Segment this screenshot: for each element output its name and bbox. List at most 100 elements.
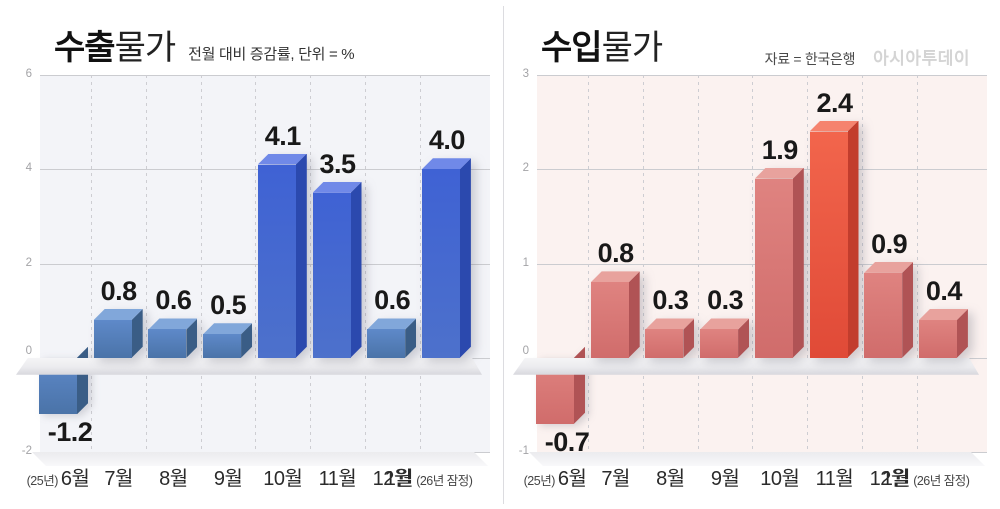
gridline xyxy=(40,75,490,76)
y-axis-tick-label: 2 xyxy=(25,256,32,269)
column-separator-dashed-line xyxy=(752,75,754,452)
bar-top-face xyxy=(809,120,859,132)
bar-top-face xyxy=(645,318,695,330)
bar-top-face xyxy=(312,181,362,193)
bar-11월 xyxy=(809,120,859,358)
bar-top-face xyxy=(700,318,750,330)
bar-side-face xyxy=(241,323,253,358)
month-label-12월: 12월 xyxy=(372,468,413,490)
y-axis-tick-label: 0 xyxy=(25,344,32,357)
bar-side-face xyxy=(792,167,804,358)
bar-side-face xyxy=(77,346,88,414)
month-label-7월: 7월 xyxy=(104,468,133,490)
bar-8월 xyxy=(645,318,695,358)
zero-line-floor xyxy=(513,357,979,375)
data-source-note: 자료 = 한국은행 xyxy=(764,51,856,67)
bar-12월 xyxy=(367,318,417,358)
month-label-12월: 12월 xyxy=(869,468,910,490)
bar-8월 xyxy=(148,318,198,358)
bar-side-face xyxy=(350,181,362,358)
bar-9월 xyxy=(203,323,253,358)
bar-value-label: 0.3 xyxy=(652,285,689,316)
y-axis-tick-label: -1 xyxy=(518,444,529,457)
bar-1월 xyxy=(918,309,968,358)
bar-value-label: 0.9 xyxy=(871,228,908,259)
bar-side-face xyxy=(405,318,417,358)
month-label-10월: 10월 xyxy=(263,468,303,490)
column-separator-dashed-line xyxy=(310,75,312,452)
import-price-panel: 수입물가 자료 = 한국은행 아시아투데이 3 2 1 0 -1 -0.7 0.8 0.3 0.… xyxy=(500,0,1000,509)
bar-front-face xyxy=(93,320,132,358)
column-separator-dashed-line xyxy=(91,75,93,452)
month-label-11월: 11월 xyxy=(318,468,357,490)
month-label-6월: (25년) 6월 xyxy=(26,468,90,490)
bar-top-face xyxy=(257,153,307,165)
bar-value-label: 0.5 xyxy=(210,290,247,321)
column-separator-dashed-line xyxy=(916,75,918,452)
bar-front-face xyxy=(645,329,684,358)
bar-7월 xyxy=(590,271,640,358)
bar-value-label: 0.6 xyxy=(155,285,192,316)
export-price-panel: 수출물가 전월 대비 증감률, 단위 = % 6 4 2 0 -2 -1.2 0.8 0.6 0… xyxy=(16,20,490,490)
y-axis-tick-label: 3 xyxy=(522,67,529,80)
y-axis-tick-label: 0 xyxy=(522,344,529,357)
bar-11월 xyxy=(312,181,362,358)
year-prefix-note: (25년) xyxy=(523,474,558,488)
bar-front-face xyxy=(918,320,957,358)
title-bold: 수출 xyxy=(54,29,116,67)
bar-front-face xyxy=(754,178,793,358)
month-label-8월: 8월 xyxy=(159,468,188,490)
bar-front-face xyxy=(864,272,903,358)
column-separator-dashed-line xyxy=(588,75,590,452)
bar-side-face xyxy=(683,318,695,358)
base-platform xyxy=(529,452,985,466)
gridline xyxy=(537,169,987,171)
bar-front-face xyxy=(809,131,848,358)
bar-value-label: 1.9 xyxy=(761,134,799,165)
bar-top-face xyxy=(93,309,143,321)
bar-top-face xyxy=(590,271,640,283)
import-price-chart: 3 2 1 0 -1 -0.7 0.8 0.3 0.3 1.9 2.4 0.9 0.4 (25년) 6월 7… xyxy=(500,0,1000,509)
bar-top-face xyxy=(148,318,198,330)
y-axis-tick-label: 4 xyxy=(25,162,32,175)
bar-front-face xyxy=(367,329,406,358)
bar-top-face xyxy=(864,261,914,273)
month-label-10월: 10월 xyxy=(760,468,800,490)
bar-front-face xyxy=(700,329,739,358)
bar-side-face xyxy=(186,318,198,358)
y-axis-tick-label: 2 xyxy=(522,162,529,175)
bar-value-label: 0.6 xyxy=(374,285,411,316)
title-regular: 물가 xyxy=(114,29,177,67)
column-separator-dashed-line xyxy=(419,75,421,452)
base-platform xyxy=(32,452,488,466)
bar-7월 xyxy=(93,309,143,358)
bar-value-label: 0.4 xyxy=(925,276,963,307)
bar-value-label: 3.5 xyxy=(319,148,356,179)
column-separator-dashed-line xyxy=(697,75,699,452)
bar-value-label: 4.0 xyxy=(428,125,466,156)
bar-front-face xyxy=(312,192,351,358)
y-axis-tick-label: 1 xyxy=(522,256,529,269)
bar-12월 xyxy=(864,261,914,358)
year-prefix-note: (25년) xyxy=(26,474,61,488)
month-label-9월: 9월 xyxy=(213,468,243,490)
bar-value-label: -0.7 xyxy=(544,426,590,457)
export-panel-header: 수출물가 전월 대비 증감률, 단위 = % xyxy=(54,20,355,69)
y-axis-tick-label: -2 xyxy=(21,444,32,457)
title-bold: 수입 xyxy=(541,29,603,67)
bar-top-face xyxy=(754,167,804,179)
bar-top-face xyxy=(203,323,253,335)
bar-top-face xyxy=(918,309,968,321)
month-label-9월: 9월 xyxy=(710,468,740,490)
publisher-watermark: 아시아투데이 xyxy=(873,49,970,68)
month-label-1월: 1월 (26년 잠정) xyxy=(881,468,970,490)
bar-front-face xyxy=(257,164,296,358)
month-label-6월: (25년) 6월 xyxy=(523,468,587,490)
page-title: 수출물가 xyxy=(54,20,177,69)
provisional-suffix-note: (26년 잠정) xyxy=(910,474,970,488)
bar-side-face xyxy=(459,158,471,358)
bar-side-face xyxy=(738,318,750,358)
bar-10월 xyxy=(754,167,804,358)
bar-side-face xyxy=(902,261,914,358)
